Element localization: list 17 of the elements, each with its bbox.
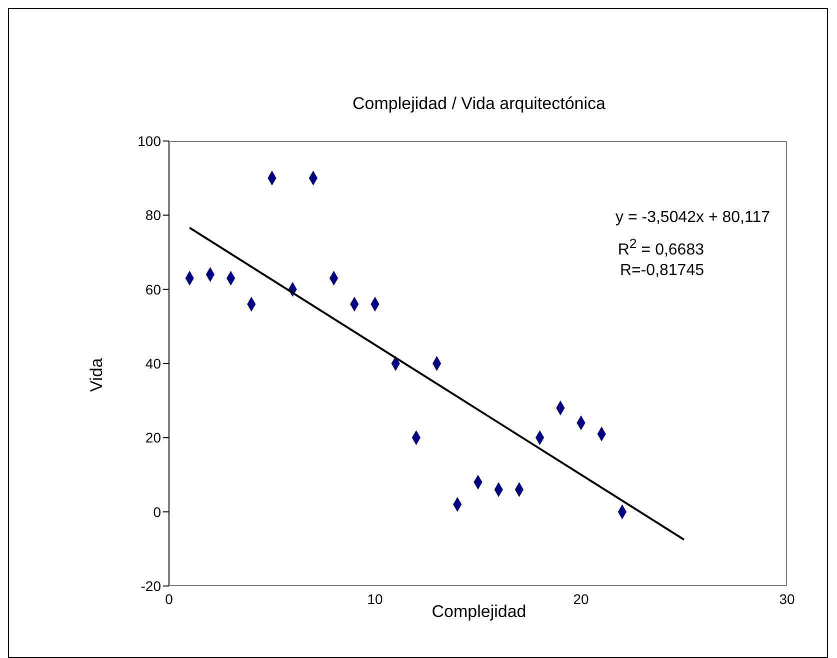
chart-title: Complejidad / Vida arquitectónica [352, 94, 606, 114]
annotation: y = -3,5042x + 80,117 [616, 209, 770, 227]
y-tick-label: 40 [145, 355, 162, 372]
x-axis-title: Complejidad [432, 602, 526, 621]
y-tick-label: 60 [145, 281, 162, 298]
y-tick-label: 80 [145, 207, 162, 224]
y-tick-label: 0 [153, 504, 162, 520]
y-axis-title: Vida [87, 357, 107, 394]
x-tick-label: 0 [165, 590, 174, 607]
y-tick-label: -20 [140, 578, 162, 594]
x-tick-label: 20 [573, 590, 589, 607]
x-tick-label: 10 [367, 590, 383, 607]
x-tick-label: 30 [779, 590, 795, 607]
y-tick-label: 100 [138, 132, 162, 149]
annotation: R=-0,81745 [620, 262, 704, 280]
annotation: R$^{2}$ = 0,6683 [618, 236, 704, 260]
y-tick-label: 20 [145, 430, 162, 446]
